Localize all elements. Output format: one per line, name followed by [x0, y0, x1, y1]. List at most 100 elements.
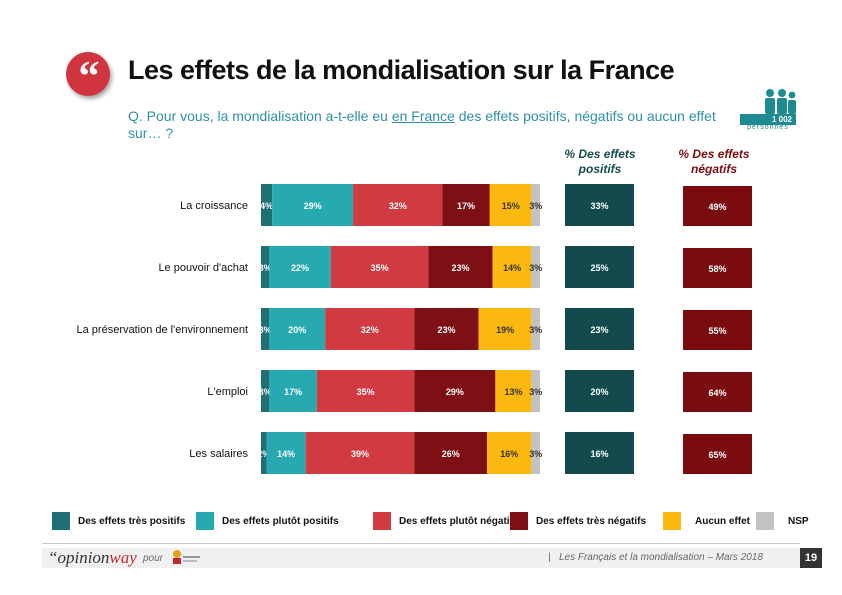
- sample-size-badge: 1 002 personnes: [740, 88, 796, 134]
- bar-value-label: 32%: [361, 325, 379, 335]
- people-icon: [765, 89, 796, 114]
- footer-divider: [42, 543, 800, 544]
- bar-value-label: 17%: [457, 201, 475, 211]
- bar-segment: [325, 308, 415, 350]
- bar-segment: [269, 308, 326, 350]
- bar-value-label: 3%: [529, 325, 542, 335]
- page-number: 19: [800, 548, 822, 568]
- footer-separator: |: [548, 552, 551, 563]
- bar-value-label: 2%: [257, 449, 270, 459]
- bar-segment: [492, 246, 532, 288]
- bar-value-label: 29%: [304, 201, 322, 211]
- legend-swatch: [196, 512, 214, 530]
- bar-segment: [305, 432, 415, 474]
- negative-total-box: [683, 310, 752, 350]
- bar-segment: [261, 184, 273, 226]
- question-pre: Q. Pour vous, la mondialisation a-t-elle…: [128, 108, 392, 124]
- question-underlined: en France: [391, 108, 455, 124]
- bar-value-label: 3%: [529, 387, 542, 397]
- bar-value-label: 13%: [504, 387, 522, 397]
- negative-total-label: 58%: [708, 264, 726, 274]
- footer-source-text: Les Français et la mondialisation – Mars…: [558, 552, 763, 563]
- negative-total-box: [683, 248, 752, 288]
- bar-value-label: 29%: [446, 387, 464, 397]
- bar-segment: [414, 432, 487, 474]
- footer-source: | Les Français et la mondialisation – Ma…: [548, 552, 763, 563]
- bar-segment: [330, 246, 429, 288]
- bar-segment: [531, 246, 540, 288]
- category-label: Les salaires: [189, 448, 248, 460]
- legend-swatch: [373, 512, 391, 530]
- positive-total-label: 23%: [590, 325, 608, 335]
- positive-total-box: [565, 184, 634, 226]
- legend-swatch: [663, 512, 681, 530]
- bar-segment: [531, 308, 540, 350]
- bar-value-label: 20%: [288, 325, 306, 335]
- bar-segment: [442, 184, 490, 226]
- bar-segment: [261, 308, 270, 350]
- legend-swatch: [52, 512, 70, 530]
- bar-value-label: 17%: [284, 387, 302, 397]
- bar-value-label: 3%: [529, 263, 542, 273]
- bar-value-label: 39%: [351, 449, 369, 459]
- question-text: Q. Pour vous, la mondialisation a-t-elle…: [128, 108, 728, 142]
- bar-value-label: 23%: [451, 263, 469, 273]
- legend-label: Des effets plutôt positifs: [222, 516, 339, 527]
- negative-column-header: % Des effets négatifs: [678, 147, 750, 176]
- positive-total-label: 16%: [590, 449, 608, 459]
- negative-total-box: [683, 186, 752, 226]
- bar-segment: [266, 432, 306, 474]
- bar-value-label: 22%: [291, 263, 309, 273]
- negative-total-label: 64%: [708, 388, 726, 398]
- brand-quote: “: [48, 548, 58, 567]
- bar-segment: [269, 246, 331, 288]
- positive-total-label: 33%: [590, 201, 608, 211]
- bar-value-label: 26%: [442, 449, 460, 459]
- legend-swatch: [510, 512, 528, 530]
- bar-segment: [531, 432, 540, 474]
- category-label: L'emploi: [207, 386, 248, 398]
- negative-total-label: 55%: [708, 326, 726, 336]
- legend-label: Des effets plutôt négatifs: [399, 516, 519, 527]
- bar-value-label: 35%: [357, 387, 375, 397]
- negative-total-label: 65%: [708, 450, 726, 460]
- bar-segment: [414, 370, 496, 412]
- legend-label: Aucun effet: [695, 516, 750, 527]
- negative-total-box: [683, 372, 752, 412]
- page-title: Les effets de la mondialisation sur la F…: [128, 55, 675, 85]
- quote-icon: “: [66, 52, 110, 100]
- bar-segment: [353, 184, 443, 226]
- positive-total-box: [565, 432, 634, 474]
- legend-label: Des effets très négatifs: [536, 516, 647, 527]
- category-label: La croissance: [180, 200, 248, 212]
- bar-segment: [489, 184, 532, 226]
- bar-segment: [531, 184, 540, 226]
- footer-bar: [42, 548, 800, 568]
- opinionway-logo: “opinionway: [48, 548, 137, 568]
- sample-size: 1 002: [740, 114, 796, 125]
- positive-total-label: 25%: [590, 263, 608, 273]
- positive-total-label: 20%: [590, 387, 608, 397]
- bar-value-label: 19%: [496, 325, 514, 335]
- bar-segment: [272, 184, 354, 226]
- pour-text: pour: [143, 553, 164, 564]
- positive-total-box: [565, 370, 634, 412]
- bar-value-label: 15%: [502, 201, 520, 211]
- bar-value-label: 23%: [438, 325, 456, 335]
- legend: Des effets très positifs Des effets plutô…: [52, 512, 812, 532]
- bar-segment: [414, 308, 479, 350]
- bar-segment: [316, 370, 415, 412]
- bar-value-label: 3%: [259, 325, 272, 335]
- bar-value-label: 3%: [259, 263, 272, 273]
- stacked-bar-chart: La croissance 4% 29% 32% 17% 15% 3% 33% 49% Le po…: [77, 184, 752, 474]
- legend-swatch: [756, 512, 774, 530]
- positive-total-box: [565, 246, 634, 288]
- bar-value-label: 35%: [371, 263, 389, 273]
- bar-value-label: 16%: [500, 449, 518, 459]
- bar-value-label: 14%: [503, 263, 521, 273]
- legend-label: NSP: [788, 516, 809, 527]
- positive-column-header: % Des effets positifs: [564, 147, 636, 176]
- bar-segment: [428, 246, 493, 288]
- bar-segment: [261, 370, 270, 412]
- positive-total-box: [565, 308, 634, 350]
